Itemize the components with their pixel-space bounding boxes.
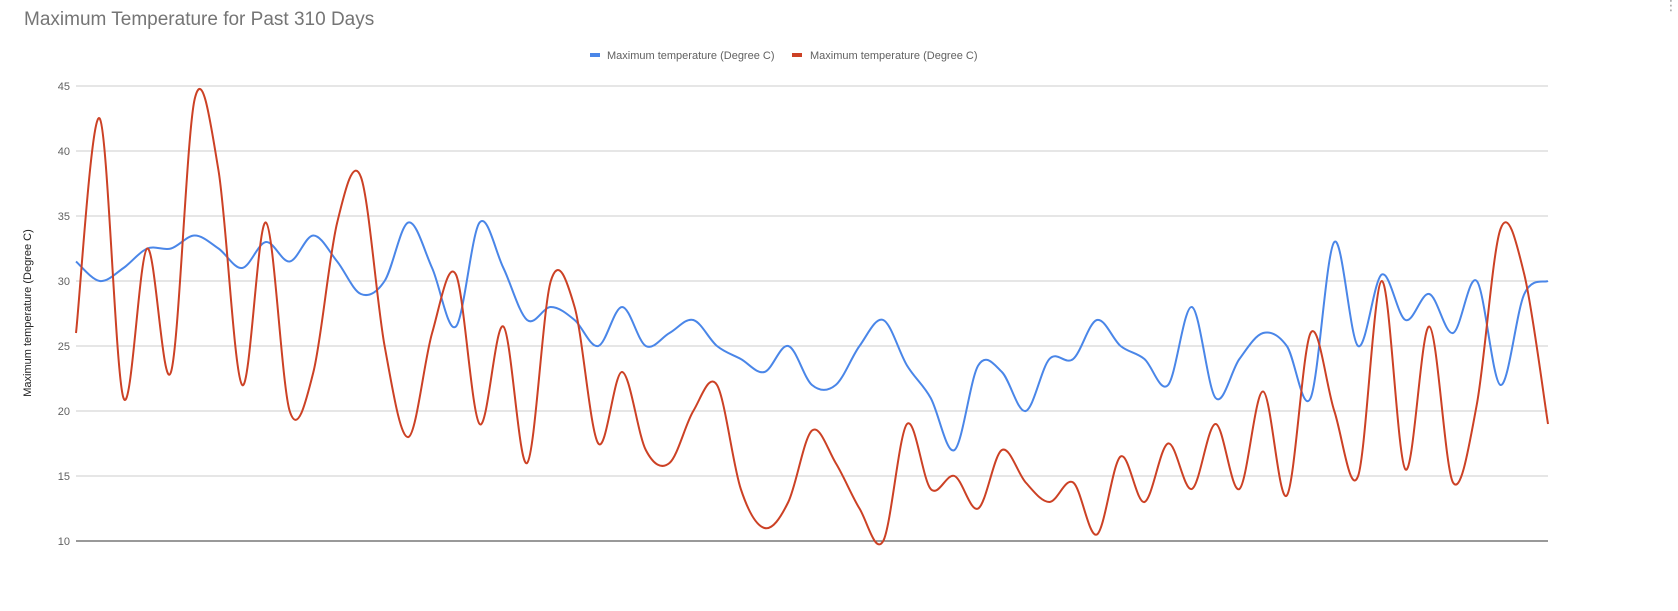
series-lines <box>75 88 1549 546</box>
legend-label-series-2: Maximum temperature (Degree C) <box>810 50 978 62</box>
gridlines <box>76 85 1548 542</box>
chart-title: Maximum Temperature for Past 310 Days <box>24 9 375 30</box>
y-axis-title: Maximum temperature (Degree C) <box>22 229 34 397</box>
legend[interactable]: Maximum temperature (Degree C) Maximum t… <box>590 50 978 62</box>
series-line-2[interactable] <box>75 88 1549 546</box>
legend-label-series-1: Maximum temperature (Degree C) <box>607 50 775 62</box>
y-tick-label: 25 <box>58 341 70 353</box>
y-tick-label: 30 <box>58 276 70 288</box>
y-tick-label: 40 <box>58 146 70 158</box>
y-tick-label: 20 <box>58 406 70 418</box>
y-tick-label: 10 <box>58 536 70 548</box>
y-tick-label: 35 <box>58 211 70 223</box>
legend-swatch-series-1 <box>590 53 600 57</box>
more-vertical-icon[interactable]: ⋮ <box>1664 0 1678 13</box>
series-line-1[interactable] <box>75 219 1549 452</box>
legend-swatch-series-2 <box>792 53 802 57</box>
y-tick-label: 45 <box>58 81 70 93</box>
y-tick-label: 15 <box>58 471 70 483</box>
y-axis-ticks: 10 15 20 25 30 35 40 45 <box>58 81 70 548</box>
